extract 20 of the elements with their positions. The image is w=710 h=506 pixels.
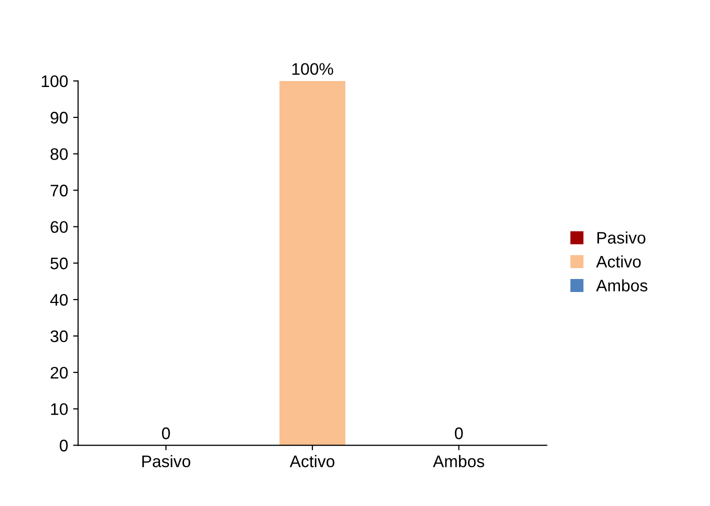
legend-label: Ambos [596,279,648,292]
x-tick-label: Pasivo [142,455,190,468]
data-label: 0 [162,427,170,440]
y-tick-label: 10 [51,403,68,416]
data-label: 100% [292,63,334,75]
y-tick-label: 80 [50,148,68,160]
data-label: 0 [454,427,463,440]
legend-label: Pasivo [597,231,646,244]
y-tick-label: 70 [50,184,68,196]
x-tick-label: Activo [290,455,334,468]
y-tick-label: 20 [50,366,68,379]
y-tick-label: 0 [60,440,68,452]
y-tick-label: 40 [50,294,68,306]
y-tick-label: 30 [50,330,68,342]
x-tick-label: Ambos [432,455,484,468]
legend-label: Activo [596,255,641,268]
y-tick-label: 50 [50,258,68,270]
y-tick-label: 100 [42,75,68,88]
y-tick-label: 90 [50,112,68,124]
y-tick-label: 60 [50,221,68,233]
